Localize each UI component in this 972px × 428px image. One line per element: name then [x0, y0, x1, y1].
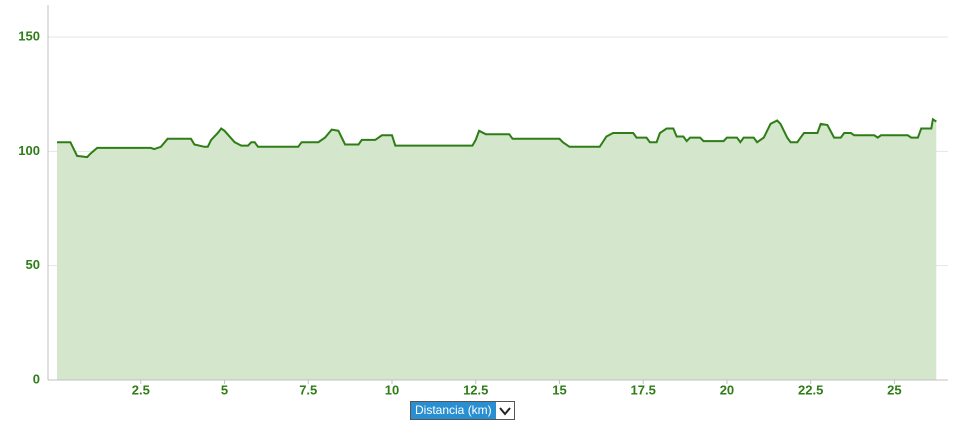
arrow-icon [498, 406, 511, 416]
x-tick-label: 20 [720, 382, 734, 397]
x-tick-label: 22.5 [798, 382, 823, 397]
x-tick-label: 2.5 [132, 382, 150, 397]
x-tick-label: 25 [887, 382, 901, 397]
dropdown-arrow[interactable] [496, 402, 514, 419]
y-tick-label: 100 [18, 143, 40, 158]
x-tick-label: 12.5 [463, 382, 488, 397]
x-tick-label: 5 [221, 382, 228, 397]
x-axis-selector[interactable]: Distancia (km) [410, 401, 515, 420]
line [57, 117, 937, 159]
x-tick-label: 7.5 [299, 382, 317, 397]
y-tick-label: 0 [33, 371, 40, 386]
x-tick-label: 10 [385, 382, 399, 397]
y-tick-label: 50 [26, 257, 40, 272]
y-tick-label: 150 [18, 28, 40, 43]
x-tick-label: 15 [552, 382, 566, 397]
area-fill [57, 119, 937, 381]
x-tick-label: 17.5 [631, 382, 656, 397]
x-axis-selector-label[interactable]: Distancia (km) [411, 402, 496, 419]
